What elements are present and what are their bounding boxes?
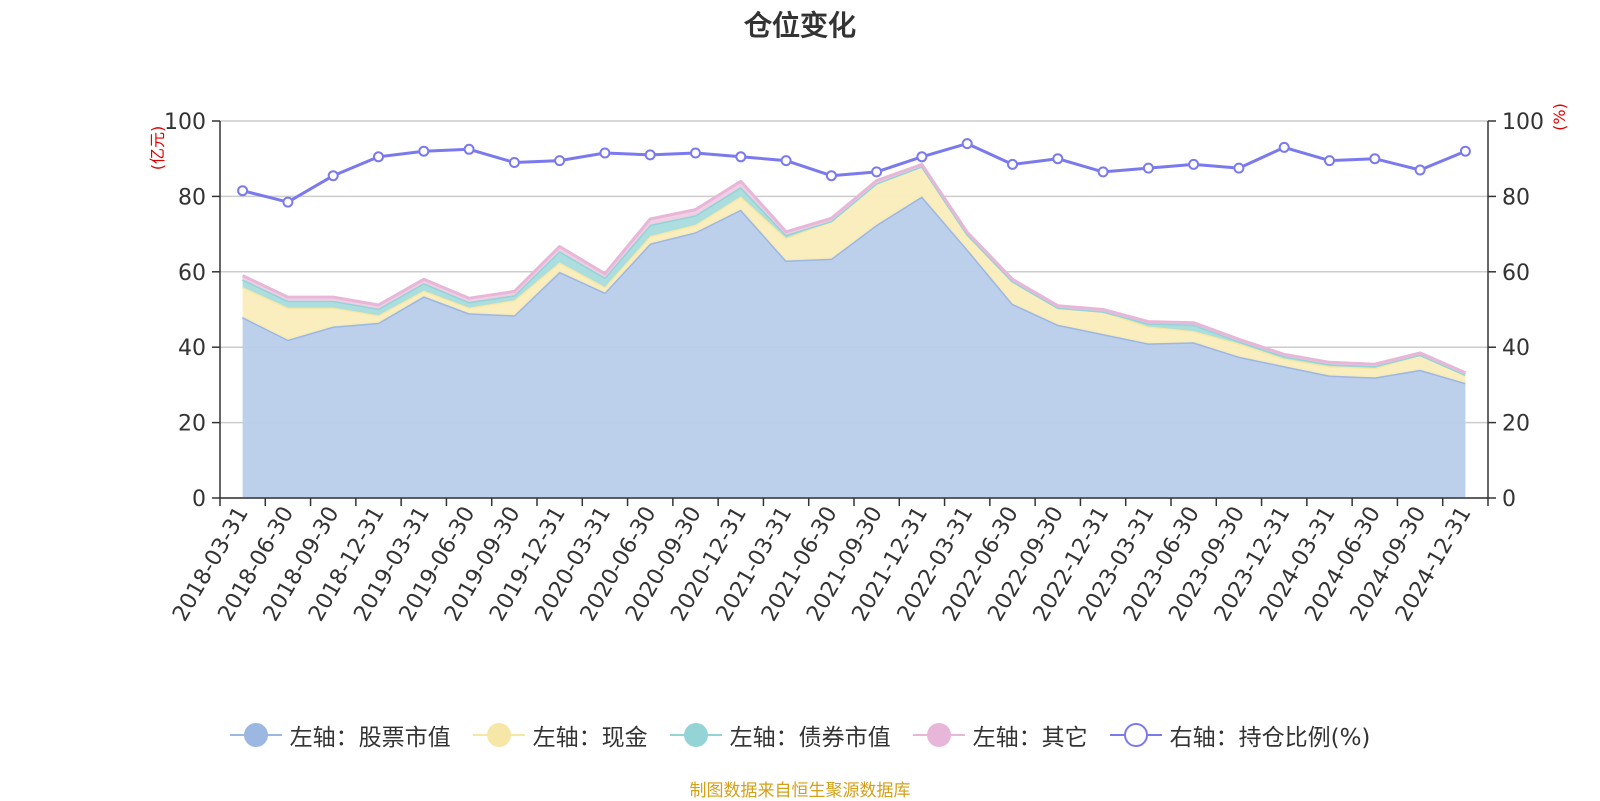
ratio-point <box>1097 166 1109 178</box>
ratio-point <box>1369 153 1381 165</box>
ratio-point <box>1414 164 1426 176</box>
ratio-point <box>1459 145 1471 157</box>
ratio-point <box>237 185 249 197</box>
ratio-point <box>282 196 294 208</box>
legend-item-ratio[interactable]: 右轴：持仓比例(%) <box>1109 718 1371 752</box>
right-tick-label: 20 <box>1502 412 1530 437</box>
ratio-point <box>373 151 384 163</box>
legend-cash-label: 左轴：现金 <box>532 725 648 751</box>
ratio-point <box>735 151 747 163</box>
ratio-point <box>1233 162 1245 174</box>
legend-bond-label: 左轴：债券市值 <box>729 725 891 751</box>
right-tick-label: 60 <box>1502 261 1530 286</box>
ratio-point <box>916 151 928 163</box>
ratio-point <box>1142 162 1154 174</box>
legend-cash-icon <box>472 722 525 748</box>
legend: 左轴：股票市值 左轴：现金 左轴：债券市值 左轴：其它 右轴：持仓比例(%) <box>0 718 1600 752</box>
ratio-point <box>961 138 973 150</box>
ratio-point <box>690 147 701 159</box>
right-tick-label: 40 <box>1502 336 1530 361</box>
ratio-point <box>871 166 883 178</box>
legend-item-other[interactable]: 左轴：其它 <box>912 718 1088 752</box>
left-axis-unit: (亿元) <box>148 126 167 171</box>
legend-stock-label: 左轴：股票市值 <box>289 725 451 751</box>
right-axis-unit: (%) <box>1550 103 1569 131</box>
left-tick-label: 40 <box>178 336 206 361</box>
source-note: 制图数据来自恒生聚源数据库 <box>689 781 911 801</box>
legend-bond-icon <box>669 722 722 748</box>
legend-item-bond[interactable]: 左轴：债券市值 <box>669 718 891 752</box>
legend-item-cash[interactable]: 左轴：现金 <box>472 718 648 752</box>
ratio-point <box>780 155 792 167</box>
legend-other-icon <box>912 722 965 748</box>
ratio-point <box>418 145 430 157</box>
chart-title: 仓位变化 <box>743 9 856 42</box>
ratio-point <box>508 157 520 168</box>
legend-item-stock[interactable]: 左轴：股票市值 <box>229 718 451 752</box>
right-tick-label: 100 <box>1502 110 1544 135</box>
legend-ratio-label: 右轴：持仓比例(%) <box>1169 725 1371 751</box>
ratio-point <box>599 147 611 159</box>
ratio-point <box>644 149 656 161</box>
ratio-point <box>1188 158 1200 170</box>
ratio-point <box>1052 153 1064 165</box>
area-line-series-3 <box>241 162 1467 375</box>
left-tick-label: 100 <box>164 110 206 135</box>
legend-stock-icon <box>229 722 282 748</box>
right-tick-label: 0 <box>1502 487 1516 512</box>
legend-ratio-icon <box>1109 722 1162 748</box>
legend-other-label: 左轴：其它 <box>972 725 1088 751</box>
ratio-line <box>242 142 1466 204</box>
right-tick-label: 80 <box>1502 185 1530 210</box>
ratio-point <box>1324 155 1335 167</box>
ratio-point <box>554 155 566 167</box>
ratio-point <box>463 143 475 155</box>
ratio-point <box>825 170 837 182</box>
left-tick-label: 0 <box>192 487 206 512</box>
ratio-point <box>327 170 339 182</box>
ratio-point <box>1007 158 1018 170</box>
left-tick-label: 80 <box>178 185 206 210</box>
area-series-0 <box>242 196 1466 498</box>
left-tick-label: 60 <box>178 261 206 286</box>
ratio-point <box>1278 141 1290 153</box>
left-tick-label: 20 <box>178 412 206 437</box>
